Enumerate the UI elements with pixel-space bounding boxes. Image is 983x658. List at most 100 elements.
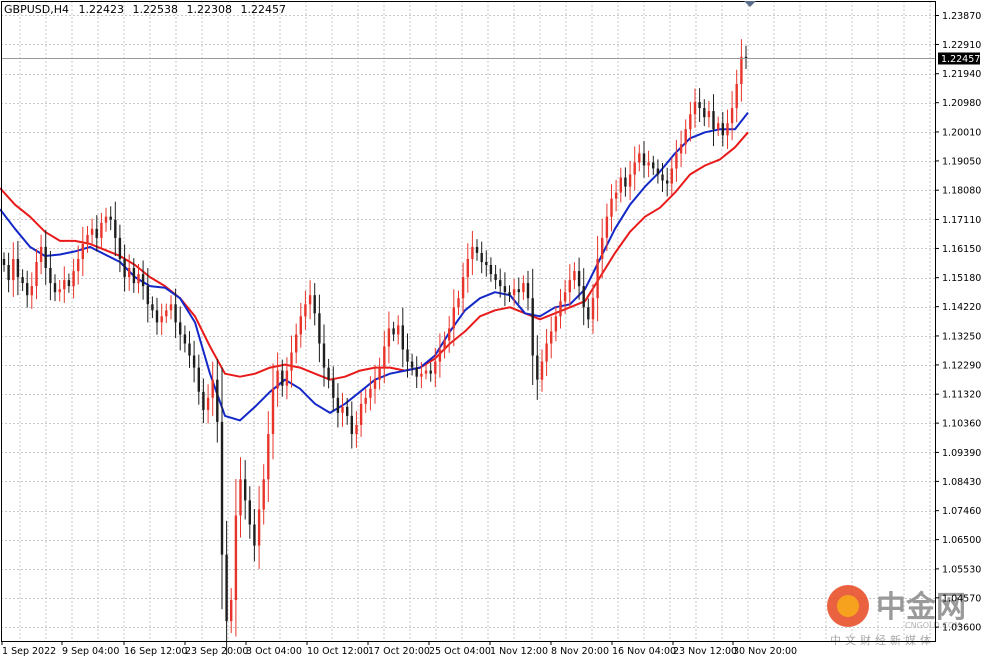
candle-body xyxy=(234,515,238,600)
watermark-text: 中金网 xyxy=(876,590,966,625)
candle-body xyxy=(104,216,108,223)
candle-body xyxy=(494,274,497,281)
y-tick-label: 1.17110 xyxy=(942,215,981,226)
candle-body xyxy=(471,246,474,259)
candle-body xyxy=(605,216,609,238)
candle-body xyxy=(281,370,284,386)
candle-body xyxy=(169,304,173,311)
candle-body xyxy=(244,479,247,501)
candle-body xyxy=(503,286,507,293)
candle-body xyxy=(689,114,692,130)
candle-body xyxy=(438,349,442,362)
candle-body xyxy=(475,246,479,253)
y-tick-label: 1.12290 xyxy=(942,360,981,371)
candle-body xyxy=(619,177,622,193)
candle-body xyxy=(202,391,205,410)
candle-body xyxy=(457,298,460,308)
candle-body xyxy=(63,280,66,290)
candle-body xyxy=(271,388,275,434)
y-tick-label: 1.06500 xyxy=(942,535,981,546)
candle-body xyxy=(299,316,302,335)
y-tick-label: 1.04570 xyxy=(942,593,981,604)
y-tick-label: 1.20980 xyxy=(942,98,981,109)
candle-body xyxy=(410,361,414,368)
candle-body xyxy=(378,367,381,380)
candle-body xyxy=(313,295,316,314)
candle-body xyxy=(684,129,687,145)
candle-body xyxy=(656,168,660,175)
candle-body xyxy=(666,180,669,184)
cngold-watermark: 中金网 CNGOLD.COM 中文财经新媒体 xyxy=(827,585,966,647)
candle-body xyxy=(573,271,576,281)
close-value: 1.22457 xyxy=(240,3,286,16)
x-tick-label: 1 Nov 12:00 xyxy=(490,646,548,657)
candle-body xyxy=(675,153,678,169)
y-tick-label: 1.21940 xyxy=(942,69,981,80)
plot-border xyxy=(1,1,936,642)
candle-body xyxy=(336,397,340,413)
chart-shift-marker-icon[interactable] xyxy=(744,1,756,7)
candle-body xyxy=(155,310,159,323)
y-tick-label: 1.10360 xyxy=(942,419,981,430)
candle-body xyxy=(137,274,140,284)
candle-body xyxy=(633,162,636,175)
candle-body xyxy=(392,328,395,335)
candle-body xyxy=(230,600,233,622)
candle-body xyxy=(118,237,122,259)
candle-body xyxy=(322,343,326,368)
candle-body xyxy=(693,102,697,115)
y-tick-label: 1.19050 xyxy=(942,156,981,167)
candle-body xyxy=(86,234,89,244)
candle-body xyxy=(114,219,117,238)
candle-body xyxy=(58,289,61,293)
candle-body xyxy=(568,280,571,293)
candle-body xyxy=(267,434,270,480)
candle-body xyxy=(703,108,706,118)
candle-body xyxy=(109,216,112,220)
candle-body xyxy=(290,352,293,371)
candle-body xyxy=(72,271,75,287)
candle-body xyxy=(327,367,330,380)
candle-body xyxy=(146,286,149,305)
candle-body xyxy=(550,331,553,344)
candle-body xyxy=(642,153,646,166)
candle-body xyxy=(517,289,520,293)
candle-body xyxy=(559,301,562,317)
candle-body xyxy=(512,289,516,296)
candle-body xyxy=(262,479,265,510)
candle-body xyxy=(466,259,469,278)
candle-body xyxy=(276,370,279,389)
candle-body xyxy=(670,168,673,184)
candle-body xyxy=(624,177,627,187)
candle-body xyxy=(424,370,428,374)
candle-body xyxy=(160,316,163,323)
symbol-label: GBPUSD,H4 xyxy=(4,3,69,16)
candle-body xyxy=(638,153,641,163)
candle-body xyxy=(206,397,210,410)
candle-body xyxy=(253,524,256,546)
candle-body xyxy=(192,355,196,368)
candle-body xyxy=(239,479,242,516)
candle-body xyxy=(220,421,224,555)
candle-body xyxy=(7,265,10,281)
candle-body xyxy=(545,343,548,362)
candle-body xyxy=(350,415,353,434)
y-tick-label: 1.07460 xyxy=(942,506,981,517)
candle-body xyxy=(248,500,251,525)
current-price-label: 1.22457 xyxy=(938,52,980,65)
y-tick-label: 1.05530 xyxy=(942,564,981,575)
candle-body xyxy=(355,425,358,435)
candle-body xyxy=(81,243,84,259)
candle-body xyxy=(35,262,38,287)
candle-body xyxy=(44,246,47,268)
candle-body xyxy=(179,322,182,335)
candle-body xyxy=(480,253,483,263)
candle-body xyxy=(369,388,372,398)
x-tick-label: 8 Nov 20:00 xyxy=(551,646,609,657)
candle-body xyxy=(726,123,729,136)
candle-body xyxy=(647,162,650,166)
candle-body xyxy=(721,123,724,136)
candle-body xyxy=(216,379,219,422)
